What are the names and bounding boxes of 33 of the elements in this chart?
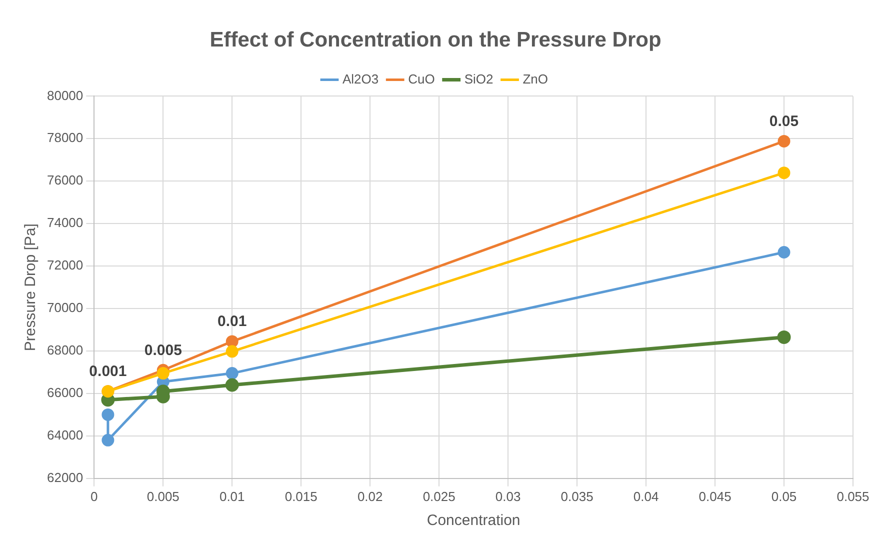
- legend-label: ZnO: [522, 71, 548, 86]
- legend-label: SiO2: [464, 71, 494, 86]
- annotation: 0.001: [89, 362, 127, 380]
- x-axis-title: Concentration: [426, 512, 520, 530]
- x-tick-label: 0.005: [146, 488, 180, 504]
- y-tick-label: 68000: [46, 342, 84, 358]
- x-tick-label: 0.03: [495, 488, 521, 504]
- x-tick-label: 0: [90, 488, 98, 504]
- x-tick-label: 0.04: [633, 488, 659, 504]
- chart-title: Effect of Concentration on the Pressure Drop: [210, 28, 662, 52]
- x-tick-label: 0.05: [771, 488, 797, 504]
- x-tick-label: 0.015: [284, 488, 318, 504]
- annotation: 0.005: [144, 342, 182, 359]
- x-tick-label: 0.025: [422, 488, 456, 504]
- y-tick-label: 80000: [46, 88, 84, 103]
- x-tick-label: 0.02: [357, 488, 383, 504]
- x-tick-label: 0.01: [219, 488, 245, 504]
- y-tick-label: 62000: [46, 470, 84, 485]
- y-axis-title: Pressure Drop [Pa]: [22, 224, 40, 352]
- x-tick-label: 0.055: [836, 488, 870, 504]
- y-tick-label: 78000: [46, 130, 84, 146]
- x-tick-label: 0.035: [560, 488, 594, 504]
- annotation: 0.05: [769, 112, 799, 130]
- y-tick-label: 72000: [46, 258, 84, 273]
- y-tick-label: 74000: [46, 215, 84, 230]
- y-tick-label: 70000: [46, 300, 84, 316]
- legend-label: CuO: [408, 71, 435, 86]
- y-tick-label: 66000: [46, 385, 84, 400]
- x-tick-label: 0.045: [698, 488, 732, 504]
- y-tick-label: 64000: [46, 428, 84, 443]
- legend-label: Al2O3: [342, 71, 379, 86]
- y-tick-label: 76000: [46, 172, 84, 188]
- annotation: 0.01: [218, 313, 247, 330]
